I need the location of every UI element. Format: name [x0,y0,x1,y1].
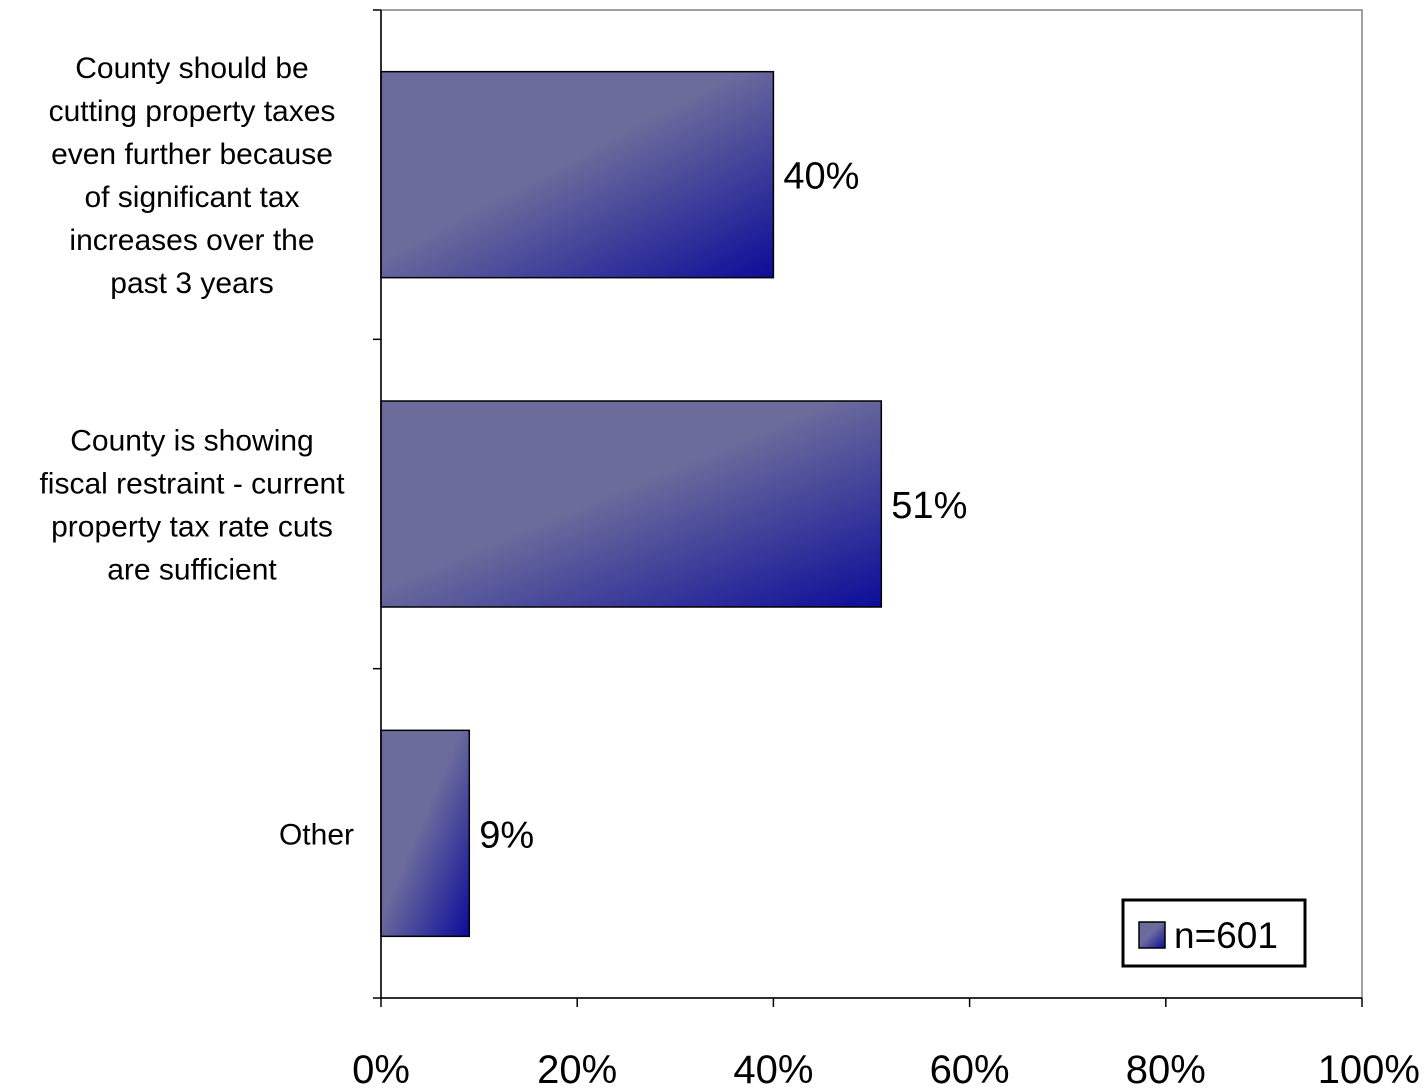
x-tick-label: 40% [733,1048,813,1089]
category-label-line: increases over the [69,224,314,257]
x-tick-label: 60% [930,1048,1010,1089]
category-label-line: are sufficient [107,554,277,587]
x-tick-label: 100% [1318,1048,1420,1089]
category-label-line: County should be [75,52,309,85]
bars-layer [380,70,883,938]
category-label-line: past 3 years [110,267,273,300]
labels-layer: 40% County should be cutting property taxe… [39,52,1420,1089]
bar-1 [380,70,775,279]
category-label-line: fiscal restraint - current [39,468,345,501]
data-label-2: 51% [891,485,967,527]
category-label-3: Other [279,818,354,851]
category-label-2: County is showing fiscal restraint - curr… [39,425,345,587]
category-label-line: County is showing [70,425,313,458]
category-label-line: cutting property taxes [49,95,336,128]
category-label-line: even further because [51,138,333,171]
category-label-1: County should be cutting property taxes ev… [49,52,336,300]
x-tick-label: 20% [537,1048,617,1089]
legend: n=601 [1121,898,1307,968]
data-label-1: 40% [783,156,859,198]
category-label-line: Other [279,818,354,851]
data-label-3: 9% [479,814,534,856]
legend-label: n=601 [1174,915,1278,956]
legend-swatch [1138,921,1166,949]
x-tick-label: 80% [1126,1048,1206,1089]
category-label-line: of significant tax [84,181,299,214]
bar-2 [380,400,883,608]
category-label-line: property tax rate cuts [51,511,333,544]
bar-3 [380,729,471,938]
x-tick-label: 0% [352,1048,410,1089]
axes-layer [373,9,1363,1007]
